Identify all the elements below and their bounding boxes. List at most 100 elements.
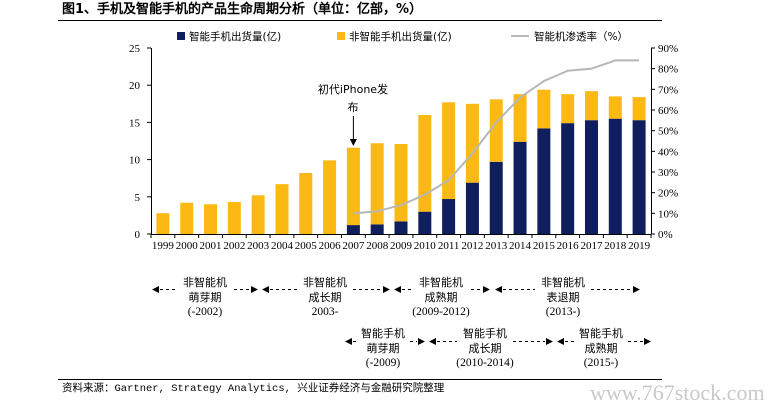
stage-name: 萌芽期 — [366, 342, 400, 355]
lifecycle-arrow-non-smartphone-3 — [394, 286, 490, 293]
bar-smartphone-shipments-2012 — [465, 182, 479, 234]
x-tick-label-2006: 2006 — [319, 240, 342, 252]
bar-non-smartphone-shipments-2012 — [465, 103, 479, 183]
y-left-tick-label-15: 15 — [129, 117, 141, 129]
arrowhead-left — [394, 286, 401, 293]
legend-label-non-smartphone: 非智能手机出货量(亿) — [349, 30, 452, 43]
lifecycle-non-smartphone-stage-3: 非智能机 成熟期 (2009-2012) — [399, 275, 483, 320]
bar-non-smartphone-shipments-2005 — [299, 172, 313, 234]
x-tick-label-2017: 2017 — [580, 240, 603, 252]
bar-non-smartphone-shipments-2010 — [418, 114, 432, 212]
stage-period: (-2002) — [187, 306, 223, 318]
bar-non-smartphone-shipments-2018 — [608, 96, 622, 119]
stage-period: (2009-2012) — [412, 306, 470, 318]
bar-smartphone-shipments-2009 — [394, 221, 408, 234]
bar-smartphone-shipments-2016 — [561, 123, 575, 234]
arrowhead-right — [483, 286, 490, 293]
arrowhead-right — [251, 286, 258, 293]
x-tick-label-2011: 2011 — [438, 240, 460, 252]
x-tick-label-2004: 2004 — [271, 240, 294, 252]
bar-non-smartphone-shipments-2019 — [632, 97, 646, 121]
legend-swatch-non-smartphone — [337, 32, 345, 40]
y-right-tick-label-0: 0% — [658, 229, 673, 241]
stage-name: 萌芽期 — [188, 291, 222, 304]
bar-non-smartphone-shipments-2004 — [275, 184, 289, 234]
y-left-tick-label-20: 20 — [129, 80, 141, 92]
bar-non-smartphone-shipments-2000 — [180, 202, 194, 234]
legend-label-smartphone: 智能手机出货量(亿) — [189, 30, 282, 43]
x-tick-label-2009: 2009 — [390, 240, 413, 252]
x-axis: 1999 2000 2001 2002 2003 2004 2005 2006 2007 2008… — [150, 234, 652, 252]
x-tick-label-2002: 2002 — [223, 240, 245, 252]
stage-subject: 非智能机 — [303, 276, 347, 289]
lifecycle-arrow-smartphone-3 — [557, 338, 651, 345]
lifecycle-arrow-smartphone-1 — [345, 338, 425, 345]
stage-subject: 非智能机 — [183, 276, 227, 289]
y-right-tick-label-70: 70% — [658, 84, 678, 96]
stage-period: 2003- — [311, 306, 339, 318]
y-right-tick-label-40: 40% — [658, 146, 678, 158]
lifecycle-smartphone-stage-2: 智能手机 成长期 (2010-2014) — [443, 326, 527, 371]
bar-non-smartphone-shipments-2002 — [227, 202, 241, 234]
x-tick-label-2013: 2013 — [485, 240, 508, 252]
x-tick-label-2019: 2019 — [628, 240, 651, 252]
bar-non-smartphone-shipments-2003 — [251, 195, 265, 234]
stage-subject: 非智能机 — [419, 276, 463, 289]
x-tick-label-2010: 2010 — [414, 240, 437, 252]
legend-item-non-smartphone: 非智能手机出货量(亿) — [337, 29, 452, 43]
arrowhead-left — [495, 286, 502, 293]
y-left-axis: 0 5 10 15 20 25 — [129, 43, 151, 241]
lifecycle-non-smartphone-stage-4: 非智能机 表退期 (2013-) — [521, 275, 605, 320]
stacked-bars — [156, 89, 646, 234]
x-tick-label-2008: 2008 — [366, 240, 389, 252]
stage-name: 成长期 — [308, 291, 342, 304]
y-left-tick-label-0: 0 — [135, 229, 141, 241]
x-tick-label-2003: 2003 — [247, 240, 270, 252]
arrowhead-right — [546, 338, 553, 345]
y-right-tick-label-50: 50% — [658, 126, 678, 138]
bar-non-smartphone-shipments-2001 — [204, 204, 218, 234]
lifecycle-arrow-non-smartphone-4 — [495, 286, 640, 293]
bar-smartphone-shipments-2007 — [346, 225, 360, 234]
x-tick-label-2018: 2018 — [604, 240, 627, 252]
stage-name: 成长期 — [468, 342, 502, 355]
x-tick-label-2012: 2012 — [461, 240, 483, 252]
bar-smartphone-shipments-2011 — [442, 199, 456, 234]
bar-smartphone-shipments-2008 — [370, 224, 384, 234]
stage-name: 成熟期 — [424, 291, 458, 304]
lifecycle-arrow-non-smartphone-2 — [262, 286, 390, 293]
arrowhead-left — [345, 338, 352, 345]
legend-item-smartphone: 智能手机出货量(亿) — [177, 29, 281, 43]
stage-period: (2015-) — [583, 357, 619, 369]
stage-period: (-2009) — [365, 357, 401, 369]
arrowhead-right — [383, 286, 390, 293]
y-right-tick-label-10: 10% — [658, 208, 678, 220]
y-right-tick-label-80: 80% — [658, 64, 678, 76]
y-left-tick-label-25: 25 — [129, 43, 141, 55]
figure-title: 图1、手机及智能手机的产品生命周期分析（单位：亿部，%） — [62, 2, 423, 17]
x-tick-label-2015: 2015 — [533, 240, 556, 252]
stage-subject: 智能手机 — [463, 327, 507, 340]
bar-non-smartphone-shipments-2013 — [489, 99, 503, 162]
annotation-arrowhead — [349, 139, 357, 146]
source-divider — [58, 379, 662, 380]
legend-swatch-penetration — [511, 35, 529, 37]
y-left-tick-label-10: 10 — [129, 155, 141, 167]
stage-period: (2010-2014) — [456, 357, 514, 369]
bar-smartphone-shipments-2017 — [584, 120, 598, 234]
lifecycle-non-smartphone-stage-1: 非智能机 萌芽期 (-2002) — [163, 275, 247, 320]
y-right-tick-label-20: 20% — [658, 188, 678, 200]
annotation-arrow — [349, 116, 357, 146]
lifecycle-arrow-smartphone-2 — [429, 338, 553, 345]
bar-non-smartphone-shipments-2016 — [561, 94, 575, 124]
x-tick-label-2007: 2007 — [342, 240, 365, 252]
x-tick-label-2001: 2001 — [200, 240, 222, 252]
arrowhead-right — [418, 338, 425, 345]
bar-smartphone-shipments-2010 — [418, 211, 432, 234]
x-tick-label-2014: 2014 — [509, 240, 532, 252]
line-smartphone-penetration — [353, 59, 640, 215]
watermark: www.767stock.com — [590, 380, 765, 405]
bar-smartphone-shipments-2019 — [632, 120, 646, 234]
y-left-tick-label-5: 5 — [135, 192, 141, 204]
